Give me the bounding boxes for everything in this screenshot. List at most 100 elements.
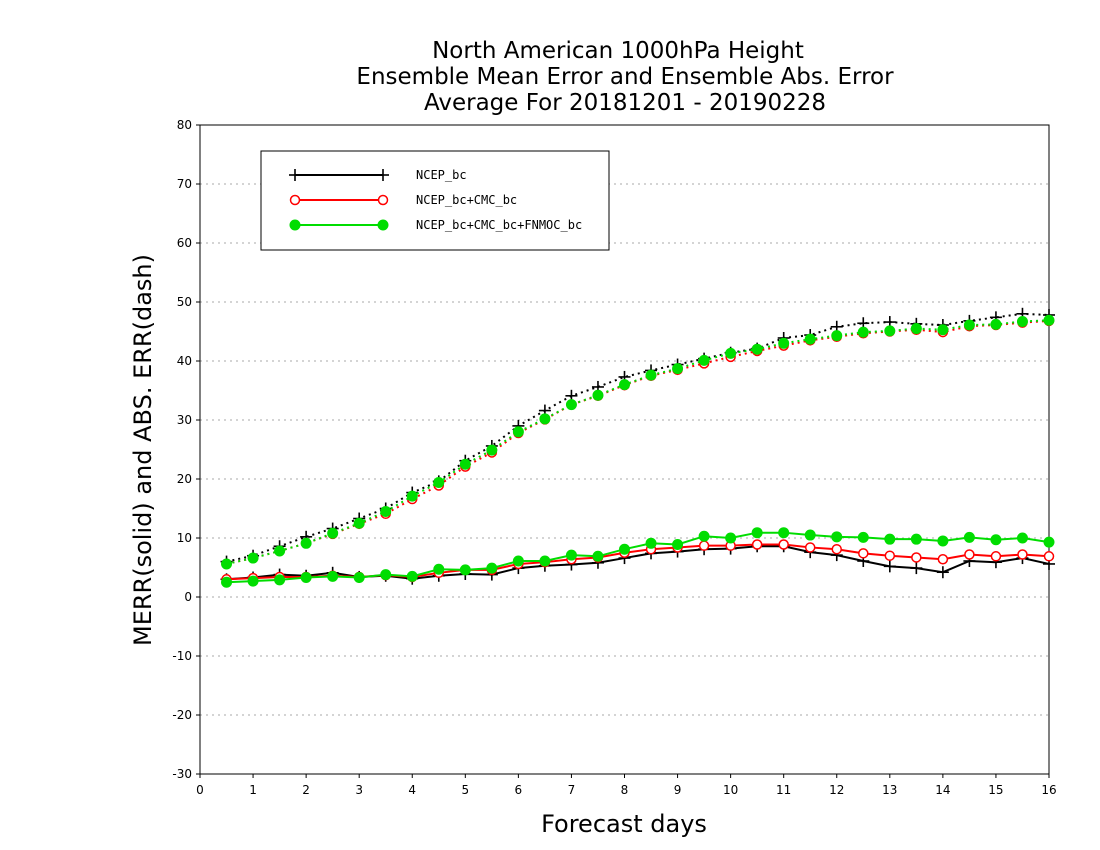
- abs-err-point: [778, 337, 790, 349]
- merr-point: [619, 543, 630, 555]
- y-tick-label: 80: [177, 118, 192, 132]
- abs-err-point: [486, 444, 498, 456]
- abs-err-point: [857, 326, 869, 338]
- abs-err-point: [619, 379, 630, 391]
- abs-err-point: [247, 552, 259, 564]
- abs-err-point: [565, 399, 577, 411]
- legend-marker: [377, 219, 389, 231]
- x-tick-label: 13: [882, 783, 897, 797]
- merr-point: [459, 564, 471, 576]
- abs-err-point: [433, 477, 445, 489]
- merr-point: [592, 550, 604, 562]
- merr-point: [778, 539, 789, 550]
- abs-err-point: [698, 354, 710, 366]
- x-tick-label: 14: [935, 783, 950, 797]
- abs-err-point: [459, 458, 471, 470]
- merr-point: [883, 560, 896, 573]
- y-tick-label: 40: [177, 354, 192, 368]
- abs-err-point: [963, 319, 975, 331]
- merr-point: [831, 531, 843, 543]
- merr-point: [751, 527, 763, 539]
- merr-point: [725, 532, 737, 544]
- merr-point: [1043, 551, 1055, 562]
- merr-point: [963, 531, 975, 543]
- abs-err-point: [1016, 315, 1028, 327]
- legend-marker: [289, 169, 301, 181]
- legend-marker: [289, 194, 301, 206]
- merr-point: [1017, 549, 1028, 560]
- abs-err-point: [725, 347, 737, 359]
- series-1: [221, 315, 1055, 585]
- x-tick-label: 2: [302, 783, 310, 797]
- legend-label: NCEP_bc+CMC_bc+FNMOC_bc: [416, 218, 582, 232]
- x-tick-label: 6: [515, 783, 523, 797]
- y-tick-label: 0: [184, 590, 192, 604]
- title-line-3: Average For 20181201 - 20190228: [424, 90, 826, 116]
- merr-point: [353, 572, 365, 584]
- merr-point: [964, 549, 975, 560]
- abs-err-point: [645, 369, 657, 381]
- abs-err-point: [937, 324, 949, 336]
- merr-point: [936, 566, 949, 579]
- abs-err-point: [512, 426, 524, 438]
- merr-point: [698, 540, 710, 551]
- abs-err-line: [226, 319, 1050, 565]
- merr-point: [911, 552, 922, 563]
- abs-err-point: [274, 545, 286, 557]
- merr-point: [274, 574, 286, 586]
- merr-point: [910, 562, 923, 575]
- merr-point: [565, 549, 577, 561]
- abs-err-point: [1043, 314, 1055, 326]
- merr-point: [937, 535, 949, 547]
- abs-err-point: [539, 413, 551, 425]
- merr-point: [539, 555, 551, 567]
- merr-point: [778, 527, 790, 539]
- abs-err-point: [751, 343, 763, 355]
- merr-point: [858, 548, 869, 559]
- merr-point: [433, 563, 445, 575]
- x-tick-label: 4: [408, 783, 416, 797]
- x-tick-label: 15: [988, 783, 1003, 797]
- merr-point: [380, 569, 392, 581]
- x-tick-label: 0: [196, 783, 204, 797]
- title-line-1: North American 1000hPa Height: [432, 38, 804, 64]
- abs-err-point: [831, 330, 843, 342]
- legend-marker: [377, 169, 389, 181]
- merr-point: [247, 575, 259, 587]
- series-2: [221, 314, 1055, 588]
- merr-point: [990, 534, 1002, 546]
- abs-err-line: [226, 312, 1050, 563]
- y-tick-label: -10: [172, 649, 192, 663]
- y-tick-label: 50: [177, 295, 192, 309]
- abs-err-point: [990, 318, 1002, 330]
- x-tick-label: 10: [723, 783, 738, 797]
- abs-err-point: [884, 325, 896, 337]
- abs-err-point: [300, 537, 312, 549]
- merr-point: [486, 562, 498, 574]
- legend-label: NCEP_bc: [416, 168, 467, 182]
- merr-point: [1016, 532, 1028, 544]
- merr-point: [300, 572, 312, 584]
- x-tick-label: 8: [621, 783, 629, 797]
- y-tick-label: 20: [177, 472, 192, 486]
- x-tick-label: 1: [249, 783, 257, 797]
- merr-point: [751, 539, 763, 550]
- merr-point: [327, 570, 339, 582]
- y-axis-label: MERR(solid) and ABS. ERR(dash): [129, 254, 157, 646]
- merr-point: [990, 551, 1002, 562]
- merr-point: [910, 533, 922, 545]
- series-0: [220, 307, 1055, 586]
- merr-point: [672, 538, 684, 550]
- chart-title: North American 1000hPa Height Ensemble M…: [356, 38, 894, 116]
- x-tick-label: 3: [355, 783, 363, 797]
- abs-err-point: [592, 389, 604, 401]
- x-tick-label: 7: [568, 783, 576, 797]
- y-tick-label: 60: [177, 236, 192, 250]
- y-tick-label: -20: [172, 708, 192, 722]
- merr-point: [698, 530, 710, 542]
- legend: NCEP_bc NCEP_bc+CMC_bc NCEP_bc+CMC_bc+FNMO…: [260, 150, 610, 251]
- x-tick-label: 16: [1041, 783, 1056, 797]
- y-tick-label: 30: [177, 413, 192, 427]
